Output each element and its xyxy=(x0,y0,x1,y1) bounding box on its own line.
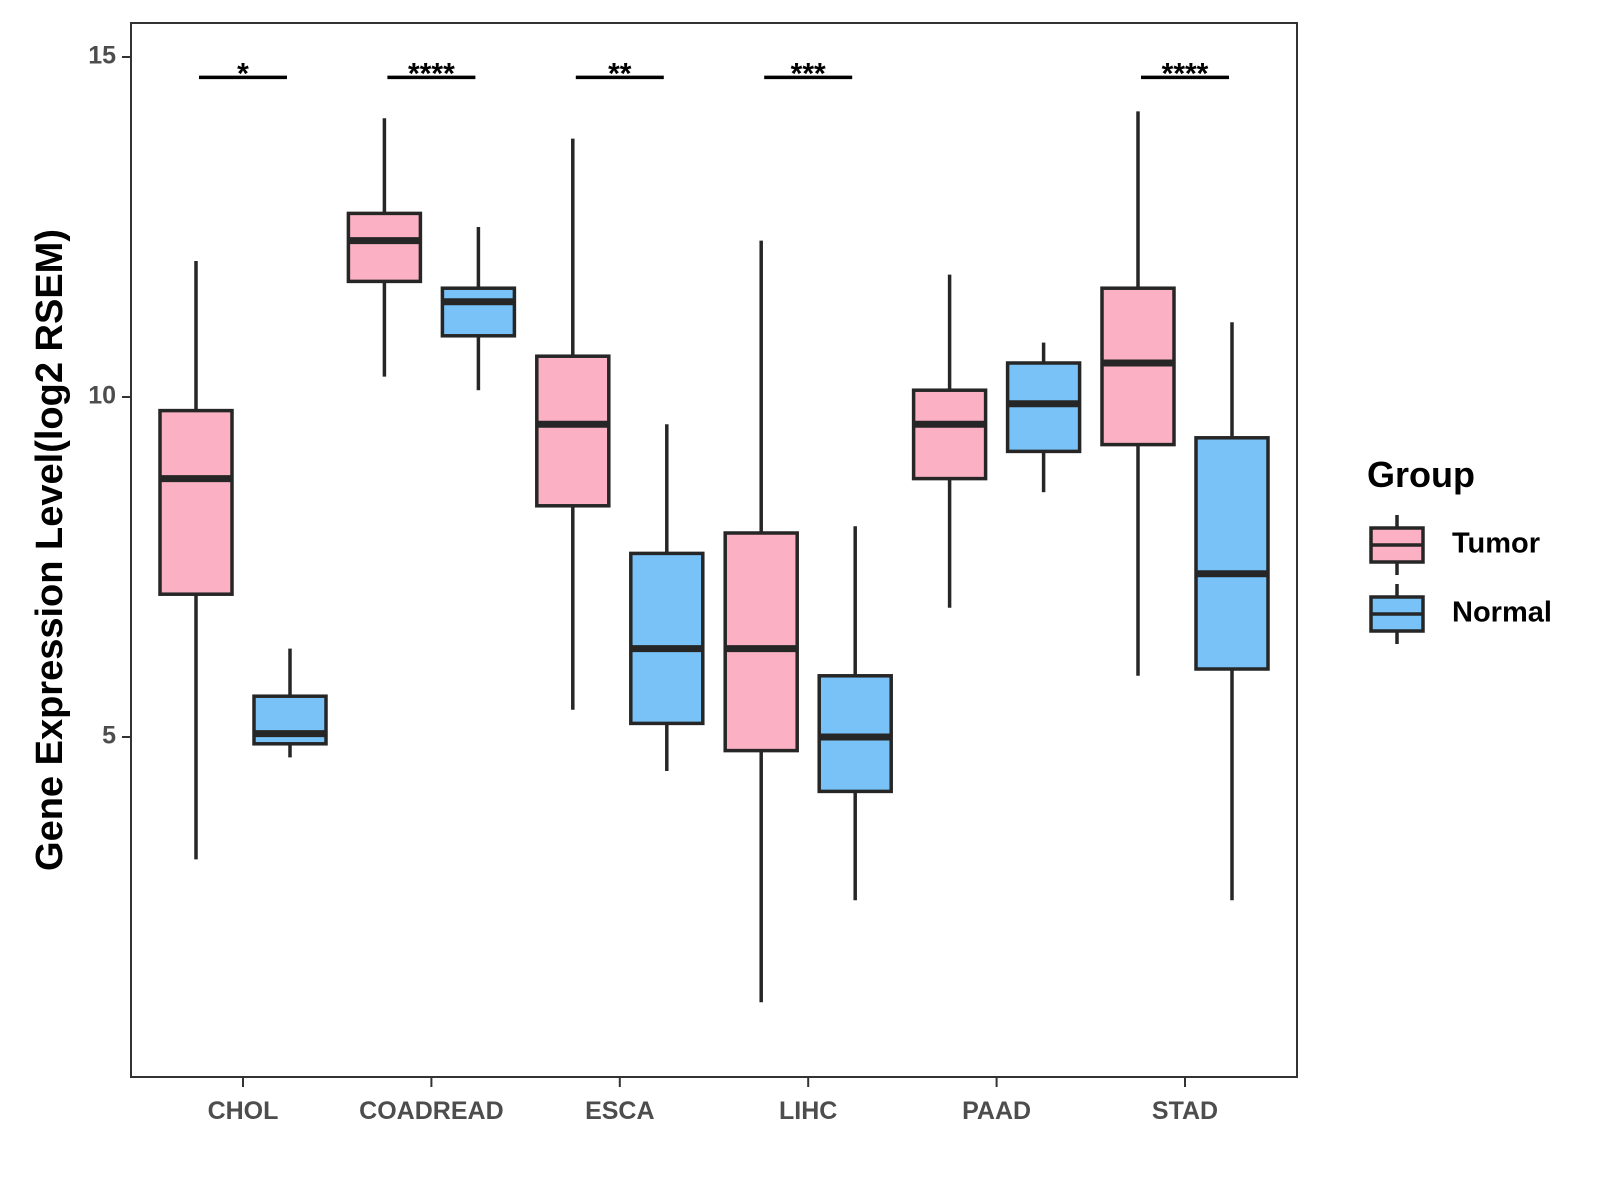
significance-label-esca: ** xyxy=(608,57,632,90)
x-tick-label-stad: STAD xyxy=(1152,1097,1218,1125)
x-tick-label-chol: CHOL xyxy=(208,1097,279,1125)
box-normal-lihc xyxy=(817,526,893,901)
legend-title: Group xyxy=(1367,454,1475,495)
box-tumor-esca xyxy=(535,138,611,710)
legend-label-tumor: Tumor xyxy=(1452,528,1540,560)
box-tumor-lihc-iqr xyxy=(723,531,799,753)
x-tick-label-coadread: COADREAD xyxy=(359,1097,503,1125)
box-tumor-chol xyxy=(158,261,234,860)
box-tumor-chol-iqr xyxy=(158,408,234,596)
significance-label-chol: * xyxy=(237,57,249,90)
y-tick-label: 10 xyxy=(88,382,116,410)
y-tick-label: 15 xyxy=(88,42,116,70)
box-normal-esca-iqr xyxy=(629,551,705,726)
y-tick-label: 5 xyxy=(102,722,116,750)
legend-label-normal: Normal xyxy=(1452,597,1552,629)
significance-label-stad: **** xyxy=(1162,57,1209,90)
box-tumor-stad xyxy=(1100,111,1176,676)
box-normal-esca xyxy=(629,424,705,771)
significance-label-coadread: **** xyxy=(408,57,455,90)
x-tick-label-esca: ESCA xyxy=(585,1097,654,1125)
box-normal-stad xyxy=(1194,322,1270,901)
box-normal-coadread-iqr xyxy=(440,286,517,338)
box-normal-coadread xyxy=(440,227,517,391)
box-tumor-coadread-iqr xyxy=(346,211,423,284)
box-normal-chol xyxy=(252,648,328,758)
box-tumor-paad-iqr xyxy=(911,388,988,481)
box-tumor-coadread xyxy=(346,118,423,377)
plot-panel xyxy=(130,22,1298,1078)
box-tumor-lihc xyxy=(723,240,799,1003)
box-tumor-paad xyxy=(911,274,988,608)
box-normal-stad-iqr xyxy=(1194,436,1270,671)
legend: Tumor Normal xyxy=(1369,515,1552,644)
box-tumor-esca-iqr xyxy=(535,354,611,508)
x-tick-label-paad: PAAD xyxy=(962,1097,1031,1125)
x-tick-label-lihc: LIHC xyxy=(779,1097,837,1125)
box-normal-paad xyxy=(1005,342,1082,493)
significance-label-lihc: *** xyxy=(791,57,826,90)
y-axis-label: Gene Expression Level(log2 RSEM) xyxy=(29,229,71,871)
